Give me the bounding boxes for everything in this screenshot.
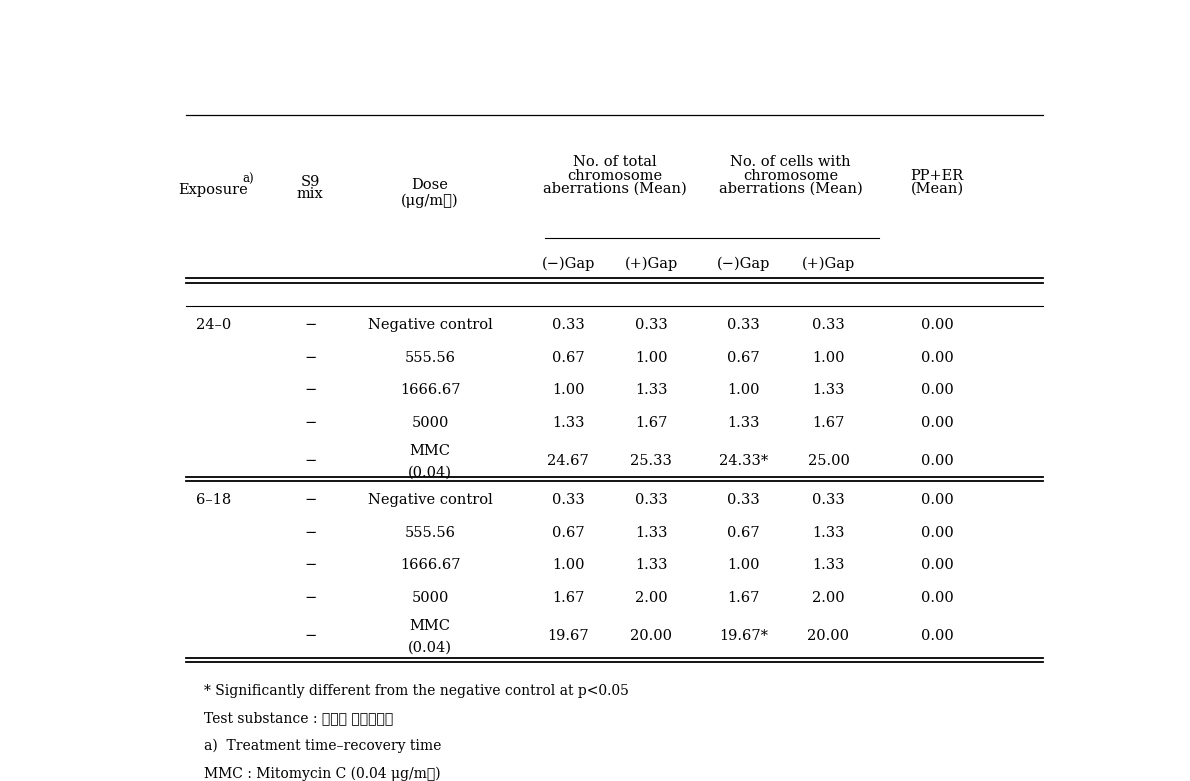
Text: 1.33: 1.33 bbox=[813, 383, 845, 398]
Text: 20.00: 20.00 bbox=[631, 629, 672, 644]
Text: 1.33: 1.33 bbox=[635, 383, 668, 398]
Text: 1.33: 1.33 bbox=[552, 415, 584, 430]
Text: mix: mix bbox=[296, 187, 324, 201]
Text: 555.56: 555.56 bbox=[405, 526, 456, 540]
Text: 19.67*: 19.67* bbox=[719, 629, 768, 644]
Text: 0.00: 0.00 bbox=[921, 318, 953, 332]
Text: 0.00: 0.00 bbox=[921, 526, 953, 540]
Text: (0.04): (0.04) bbox=[408, 640, 452, 654]
Text: Negative control: Negative control bbox=[368, 494, 493, 507]
Text: 1.33: 1.33 bbox=[727, 415, 760, 430]
Text: MMC: MMC bbox=[409, 619, 451, 633]
Text: Test substance : 식방풍 열수추출물: Test substance : 식방풍 열수추출물 bbox=[205, 711, 394, 726]
Text: 0.67: 0.67 bbox=[552, 526, 584, 540]
Text: 0.67: 0.67 bbox=[727, 526, 760, 540]
Text: 0.00: 0.00 bbox=[921, 383, 953, 398]
Text: MMC: MMC bbox=[409, 444, 451, 458]
Text: aberrations (Mean): aberrations (Mean) bbox=[719, 182, 863, 196]
Text: −: − bbox=[303, 590, 317, 604]
Text: a)  Treatment time–recovery time: a) Treatment time–recovery time bbox=[205, 739, 441, 754]
Text: −: − bbox=[303, 558, 317, 572]
Text: aberrations (Mean): aberrations (Mean) bbox=[543, 182, 687, 196]
Text: (−)Gap: (−)Gap bbox=[716, 256, 770, 270]
Text: −: − bbox=[303, 629, 317, 644]
Text: 5000: 5000 bbox=[412, 590, 449, 604]
Text: 2.00: 2.00 bbox=[635, 590, 668, 604]
Text: Negative control: Negative control bbox=[368, 318, 493, 332]
Text: 0.00: 0.00 bbox=[921, 455, 953, 469]
Text: 1666.67: 1666.67 bbox=[400, 558, 461, 572]
Text: (+)Gap: (+)Gap bbox=[625, 256, 678, 270]
Text: 0.33: 0.33 bbox=[812, 318, 845, 332]
Text: (Mean): (Mean) bbox=[910, 182, 964, 196]
Text: 1.33: 1.33 bbox=[813, 558, 845, 572]
Text: chromosome: chromosome bbox=[743, 169, 838, 183]
Text: 0.33: 0.33 bbox=[727, 318, 760, 332]
Text: 0.33: 0.33 bbox=[812, 494, 845, 507]
Text: 1.00: 1.00 bbox=[552, 558, 584, 572]
Text: a): a) bbox=[243, 173, 255, 186]
Text: 555.56: 555.56 bbox=[405, 351, 456, 365]
Text: 0.33: 0.33 bbox=[635, 494, 668, 507]
Text: 5000: 5000 bbox=[412, 415, 449, 430]
Text: PP+ER: PP+ER bbox=[910, 169, 964, 183]
Text: −: − bbox=[303, 383, 317, 398]
Text: 24.67: 24.67 bbox=[547, 455, 589, 469]
Text: 0.00: 0.00 bbox=[921, 629, 953, 644]
Text: 0.33: 0.33 bbox=[552, 494, 584, 507]
Text: 1.67: 1.67 bbox=[552, 590, 584, 604]
Text: −: − bbox=[303, 415, 317, 430]
Text: 0.00: 0.00 bbox=[921, 494, 953, 507]
Text: S9: S9 bbox=[300, 175, 320, 189]
Text: (μg/mℓ): (μg/mℓ) bbox=[401, 194, 459, 208]
Text: 25.33: 25.33 bbox=[631, 455, 672, 469]
Text: (−)Gap: (−)Gap bbox=[541, 256, 595, 270]
Text: 1.00: 1.00 bbox=[727, 558, 760, 572]
Text: 1.33: 1.33 bbox=[813, 526, 845, 540]
Text: −: − bbox=[303, 526, 317, 540]
Text: −: − bbox=[303, 455, 317, 469]
Text: chromosome: chromosome bbox=[566, 169, 662, 183]
Text: 0.00: 0.00 bbox=[921, 558, 953, 572]
Text: 1.67: 1.67 bbox=[635, 415, 668, 430]
Text: MMC : Mitomycin C (0.04 μg/mℓ): MMC : Mitomycin C (0.04 μg/mℓ) bbox=[205, 767, 440, 781]
Text: * Significantly different from the negative control at p<0.05: * Significantly different from the negat… bbox=[205, 684, 630, 698]
Text: 0.00: 0.00 bbox=[921, 351, 953, 365]
Text: No. of total: No. of total bbox=[572, 155, 657, 169]
Text: No. of cells with: No. of cells with bbox=[731, 155, 851, 169]
Text: 0.33: 0.33 bbox=[552, 318, 584, 332]
Text: 1.67: 1.67 bbox=[727, 590, 759, 604]
Text: (0.04): (0.04) bbox=[408, 465, 452, 480]
Text: Dose: Dose bbox=[412, 178, 449, 192]
Text: 0.00: 0.00 bbox=[921, 590, 953, 604]
Text: 1.67: 1.67 bbox=[813, 415, 845, 430]
Text: Exposure: Exposure bbox=[178, 183, 249, 197]
Text: 1.00: 1.00 bbox=[552, 383, 584, 398]
Text: 0.33: 0.33 bbox=[727, 494, 760, 507]
Text: 1666.67: 1666.67 bbox=[400, 383, 461, 398]
Text: 1.00: 1.00 bbox=[727, 383, 760, 398]
Text: 6–18: 6–18 bbox=[195, 494, 231, 507]
Text: 0.33: 0.33 bbox=[635, 318, 668, 332]
Text: 1.33: 1.33 bbox=[635, 558, 668, 572]
Text: 25.00: 25.00 bbox=[808, 455, 850, 469]
Text: 1.00: 1.00 bbox=[813, 351, 845, 365]
Text: −: − bbox=[303, 351, 317, 365]
Text: 2.00: 2.00 bbox=[812, 590, 845, 604]
Text: −: − bbox=[303, 318, 317, 332]
Text: 0.67: 0.67 bbox=[727, 351, 760, 365]
Text: 0.00: 0.00 bbox=[921, 415, 953, 430]
Text: 19.67: 19.67 bbox=[547, 629, 589, 644]
Text: −: − bbox=[303, 494, 317, 507]
Text: 20.00: 20.00 bbox=[808, 629, 850, 644]
Text: 1.33: 1.33 bbox=[635, 526, 668, 540]
Text: 24.33*: 24.33* bbox=[719, 455, 769, 469]
Text: 1.00: 1.00 bbox=[635, 351, 668, 365]
Text: (+)Gap: (+)Gap bbox=[802, 256, 856, 270]
Text: 24–0: 24–0 bbox=[195, 318, 231, 332]
Text: 0.67: 0.67 bbox=[552, 351, 584, 365]
